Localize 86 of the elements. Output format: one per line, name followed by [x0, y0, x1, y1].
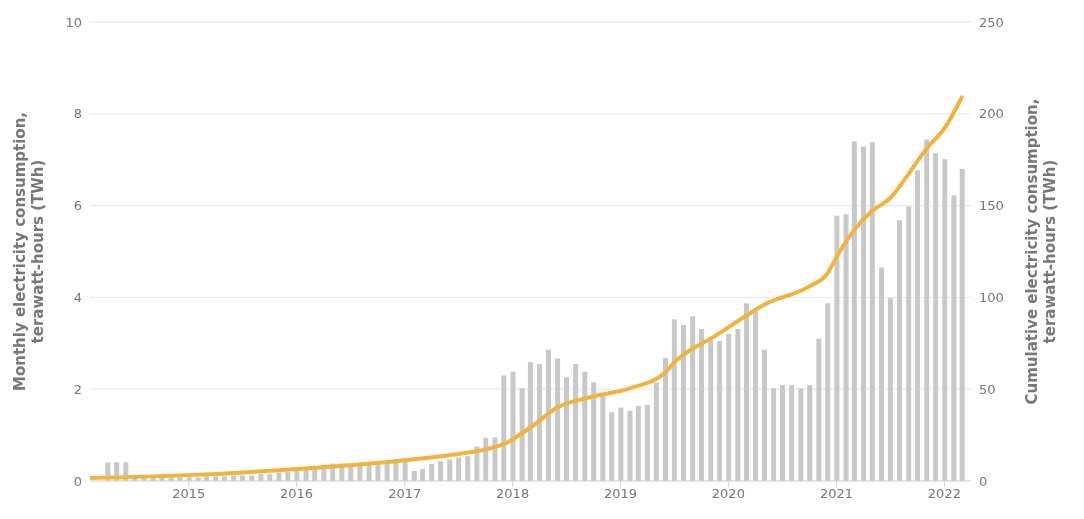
bar — [662, 357, 668, 481]
bar — [743, 303, 749, 481]
x-tick-label: 2017 — [388, 486, 422, 502]
bar — [591, 382, 597, 481]
y2-tick-label: 0 — [979, 473, 988, 489]
bar — [519, 388, 525, 481]
x-tick-label: 2020 — [711, 486, 745, 502]
bar — [465, 456, 471, 481]
x-tick-label: 2019 — [603, 486, 638, 502]
bar — [429, 464, 435, 481]
bar — [851, 141, 857, 481]
bar — [438, 461, 444, 481]
line-series — [90, 95, 964, 481]
y-axis-title: Monthly electricity consumption, terawatt-hours (TWh) — [11, 111, 47, 392]
bar — [887, 298, 893, 481]
bar — [384, 463, 390, 481]
bar — [843, 214, 849, 481]
bar — [501, 375, 507, 481]
bar — [816, 338, 822, 481]
bar — [699, 329, 705, 481]
y2-tick-label: 100 — [979, 290, 1004, 306]
bar — [447, 459, 453, 481]
bar — [869, 142, 875, 481]
bar — [644, 404, 650, 481]
bar — [897, 220, 903, 481]
bar — [807, 385, 813, 481]
bar — [563, 377, 569, 481]
bar — [735, 329, 741, 481]
y-tick-label: 2 — [73, 381, 82, 397]
x-tick-label: 2021 — [819, 486, 854, 502]
bar — [681, 324, 687, 481]
bar — [708, 337, 714, 481]
bar — [879, 267, 885, 481]
bar — [393, 462, 399, 481]
bar — [510, 371, 516, 481]
bar — [834, 215, 840, 481]
bar — [825, 303, 831, 481]
bar — [420, 469, 426, 481]
y-tick-label: 4 — [73, 290, 82, 306]
bar — [942, 159, 948, 481]
x-tick-label: 2015 — [172, 486, 206, 502]
bar — [609, 412, 615, 481]
bar — [717, 341, 723, 481]
y2-tick-label: 150 — [979, 198, 1004, 214]
bar — [906, 206, 912, 481]
bar — [555, 358, 561, 481]
y-tick-label: 6 — [73, 198, 82, 214]
y2-tick-label: 50 — [979, 381, 996, 397]
bar — [915, 170, 921, 481]
bar — [411, 470, 417, 481]
bar — [537, 363, 543, 481]
y-tick-label: 8 — [73, 106, 82, 122]
bar — [527, 362, 533, 481]
x-tick-label: 2016 — [280, 486, 314, 502]
bar — [761, 349, 767, 481]
y-tick-label: 10 — [65, 14, 82, 30]
bar — [933, 153, 939, 481]
bar — [951, 195, 957, 481]
x-tick-label: 2018 — [496, 486, 530, 502]
bar — [860, 146, 866, 481]
bar — [924, 139, 930, 481]
bar — [600, 396, 606, 481]
y2-axis-title: Cumulative electricity consumption, terawatt-hours (TWh) — [1023, 98, 1059, 405]
bar — [456, 457, 462, 481]
bar — [671, 319, 677, 481]
bar — [798, 388, 804, 481]
bar — [653, 382, 659, 481]
bar — [753, 311, 759, 481]
bar — [959, 168, 965, 481]
bar — [582, 371, 588, 481]
bar — [789, 385, 795, 481]
x-tick-label: 2022 — [927, 486, 961, 502]
bar — [690, 316, 696, 481]
bar — [366, 464, 372, 481]
bar — [402, 461, 408, 481]
y2-tick-label: 200 — [979, 106, 1004, 122]
bar — [627, 410, 633, 481]
bar — [545, 349, 551, 481]
y-tick-label: 0 — [73, 473, 82, 489]
bar — [771, 388, 777, 481]
bar — [618, 407, 624, 481]
bar — [573, 363, 579, 481]
y2-tick-label: 250 — [979, 14, 1004, 30]
bar — [726, 334, 732, 481]
bar — [635, 405, 641, 481]
bar — [780, 385, 786, 481]
